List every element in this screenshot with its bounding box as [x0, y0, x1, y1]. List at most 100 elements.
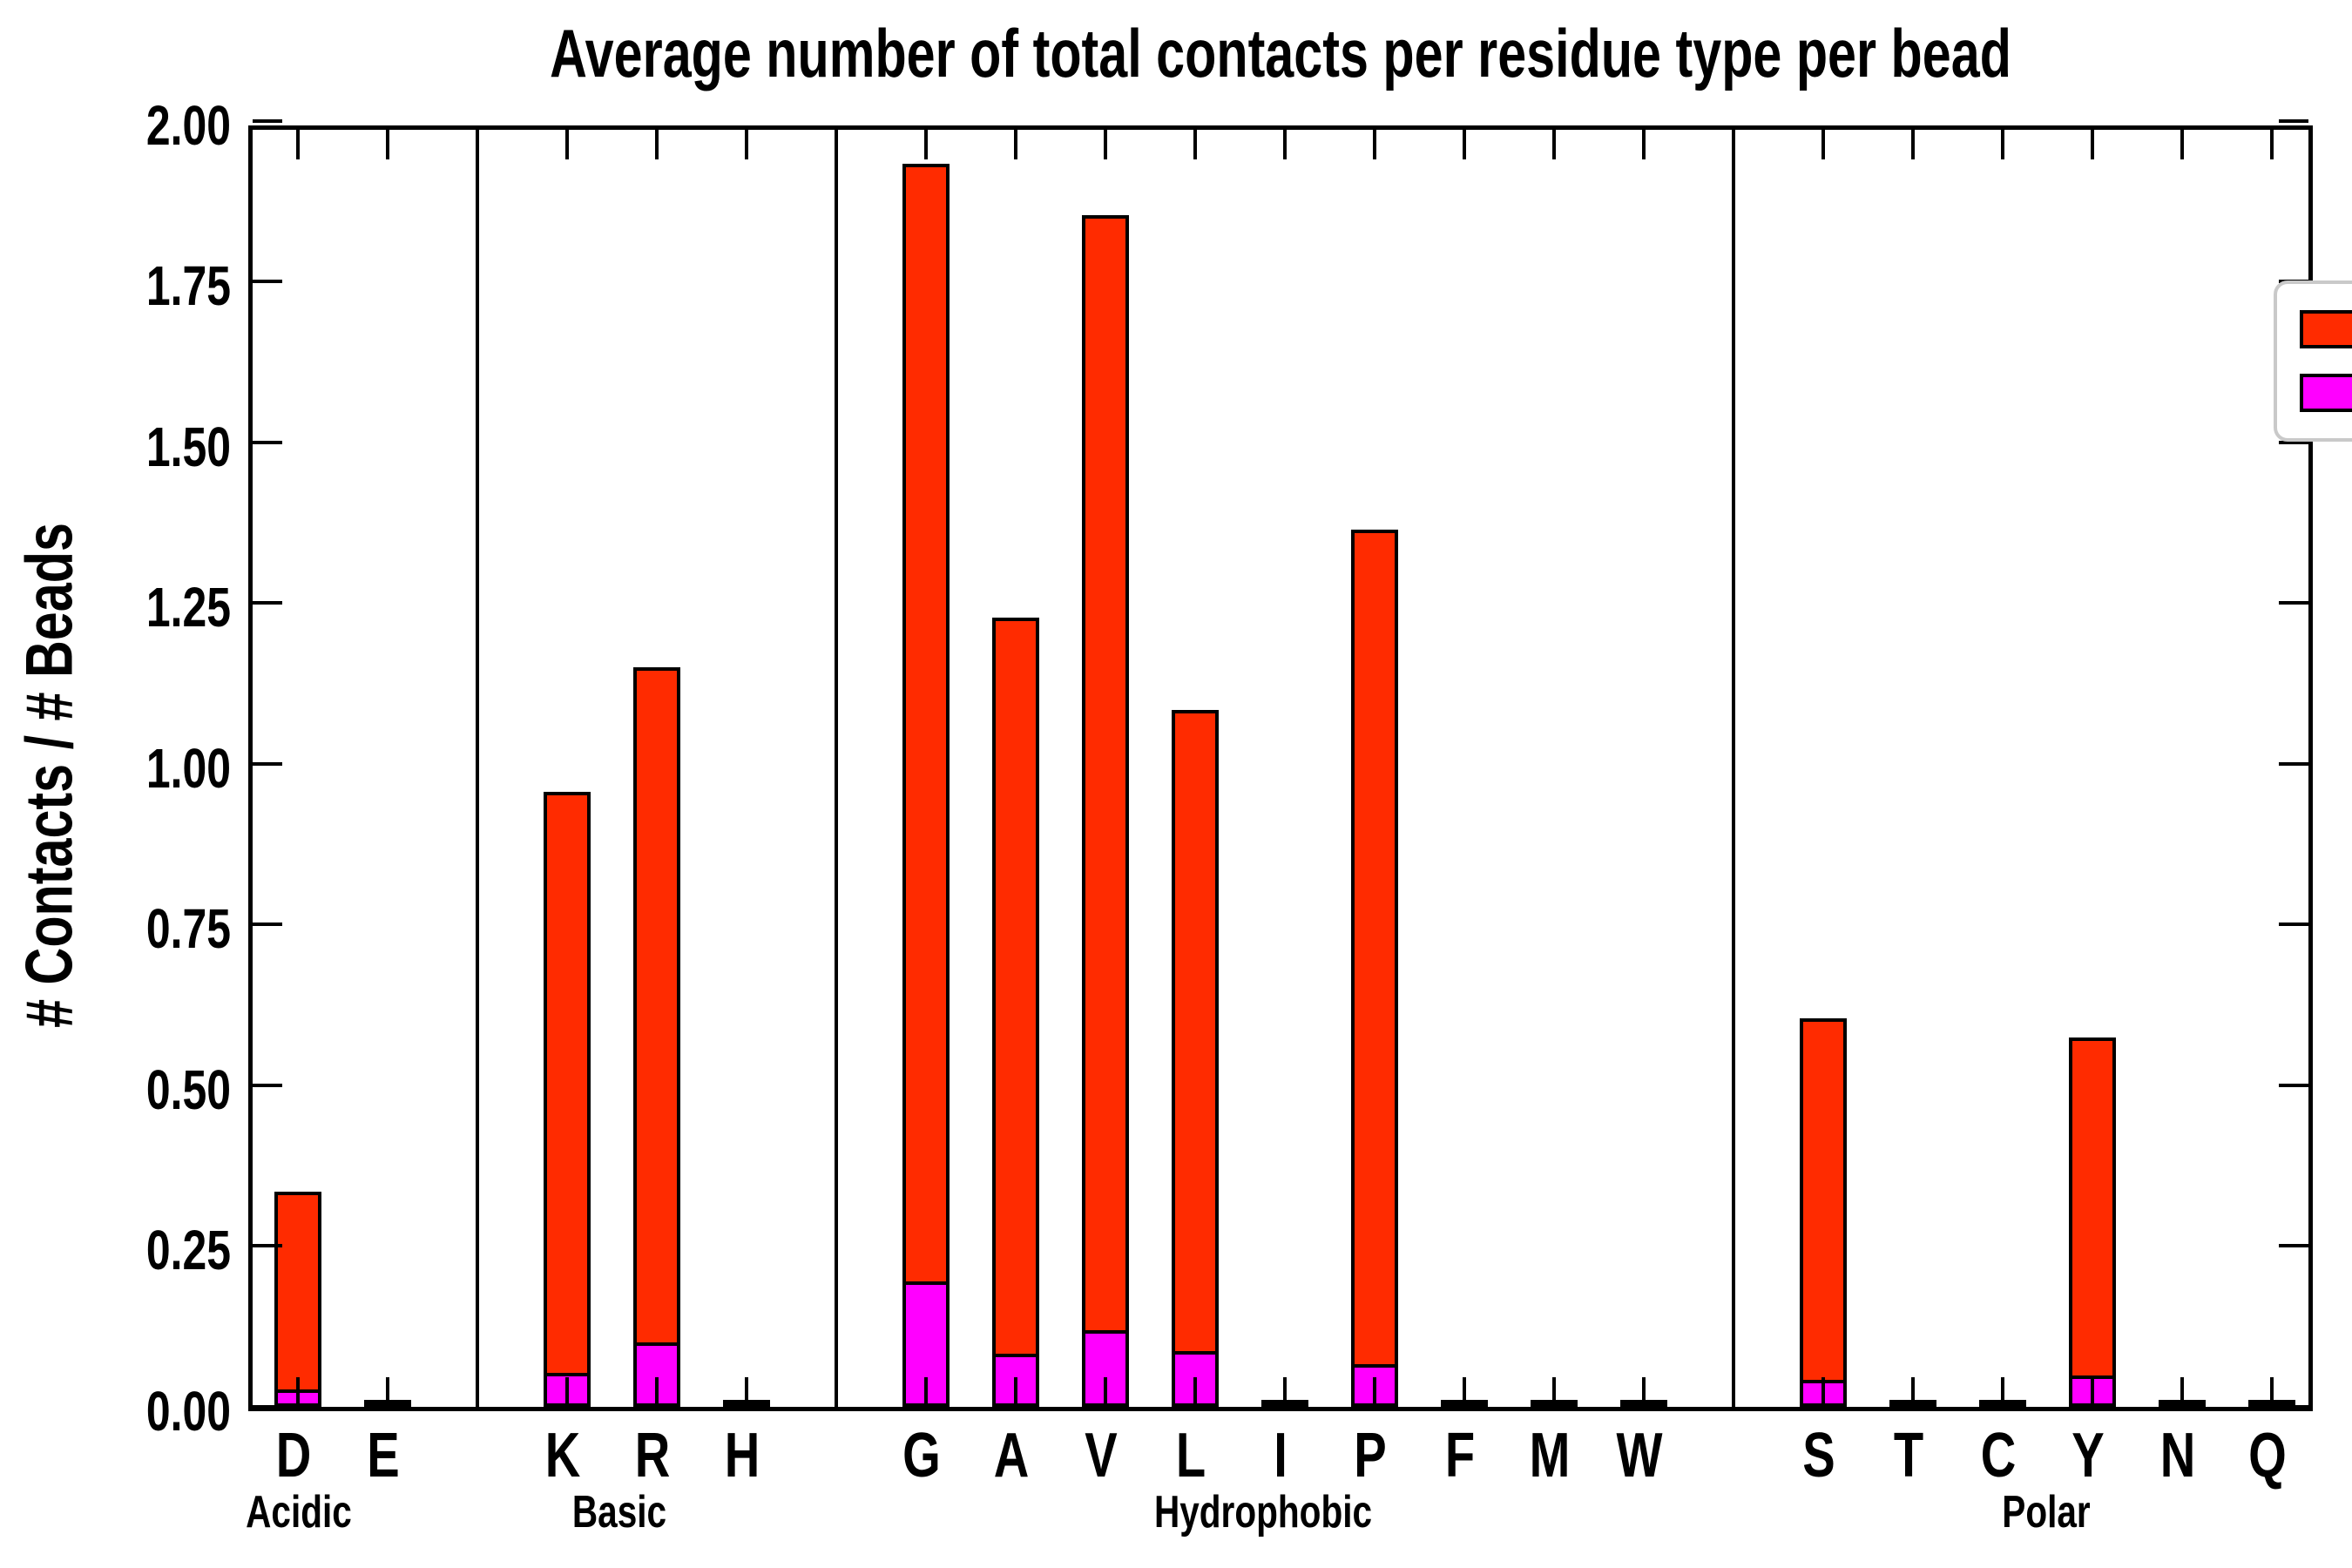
- x-tick-top-K: [565, 130, 569, 159]
- x-tick-label-N: N: [2159, 1421, 2196, 1490]
- bar-A: [992, 618, 1039, 1407]
- x-tick-bottom-P: [1373, 1377, 1376, 1407]
- y-tick-label-2.00: 2.00: [145, 94, 231, 157]
- x-tick-top-Y: [2091, 130, 2094, 159]
- legend-item-pope: POPE: [2300, 369, 2352, 416]
- bar-K: [544, 792, 591, 1407]
- y-tick-right-0.75: [2279, 923, 2308, 926]
- y-tick-left-2.00: [253, 119, 282, 123]
- y-tick-label-0.50: 0.50: [145, 1058, 231, 1121]
- x-tick-label-A: A: [993, 1421, 1030, 1490]
- bar-Y: [2069, 1037, 2116, 1407]
- bar-S: [1800, 1018, 1847, 1407]
- y-tick-left-0.75: [253, 923, 282, 926]
- x-tick-label-R: R: [634, 1421, 671, 1490]
- x-tick-label-S: S: [1802, 1421, 1835, 1490]
- x-tick-bottom-L: [1193, 1377, 1197, 1407]
- x-tick-label-D: D: [275, 1421, 312, 1490]
- x-tick-top-S: [1821, 130, 1825, 159]
- y-tick-left-1.00: [253, 762, 282, 766]
- x-tick-label-G: G: [902, 1421, 941, 1490]
- bar-G: [902, 164, 950, 1407]
- group-label-basic: Basic: [571, 1487, 667, 1538]
- x-tick-bottom-M: [1552, 1377, 1556, 1407]
- y-tick-right-0.50: [2279, 1084, 2308, 1087]
- x-tick-bottom-E: [386, 1377, 389, 1407]
- x-tick-top-P: [1373, 130, 1376, 159]
- x-tick-bottom-W: [1642, 1377, 1646, 1407]
- x-tick-top-M: [1552, 130, 1556, 159]
- x-tick-top-W: [1642, 130, 1646, 159]
- x-tick-top-V: [1104, 130, 1107, 159]
- y-tick-label-0.00: 0.00: [145, 1380, 231, 1443]
- x-tick-top-I: [1283, 130, 1287, 159]
- x-tick-bottom-T: [1911, 1377, 1915, 1407]
- group-separator-3: [1732, 130, 1735, 1407]
- x-tick-label-Y: Y: [2072, 1421, 2105, 1490]
- y-tick-left-1.50: [253, 441, 282, 444]
- y-tick-left-1.25: [253, 601, 282, 605]
- x-tick-top-F: [1463, 130, 1466, 159]
- group-label-acidic: Acidic: [246, 1487, 352, 1538]
- bar-V: [1082, 215, 1129, 1407]
- x-tick-label-C: C: [1980, 1421, 2017, 1490]
- legend-swatch-pope-icon: [2300, 374, 2352, 412]
- y-tick-left-1.75: [253, 280, 282, 283]
- y-tick-label-1.75: 1.75: [145, 254, 231, 317]
- x-tick-bottom-N: [2180, 1377, 2184, 1407]
- y-tick-label-1.25: 1.25: [145, 576, 231, 639]
- x-tick-top-H: [745, 130, 748, 159]
- group-label-polar: Polar: [2002, 1487, 2091, 1538]
- x-tick-bottom-R: [655, 1377, 659, 1407]
- y-tick-left-0.25: [253, 1244, 282, 1247]
- x-tick-bottom-I: [1283, 1377, 1287, 1407]
- x-tick-label-M: M: [1529, 1421, 1571, 1490]
- y-tick-right-2.00: [2279, 119, 2308, 123]
- y-tick-right-1.25: [2279, 601, 2308, 605]
- legend-item-popg: POPG: [2300, 306, 2352, 353]
- y-tick-label-1.00: 1.00: [145, 737, 231, 800]
- group-separator-1: [476, 130, 479, 1407]
- x-tick-top-L: [1193, 130, 1197, 159]
- x-tick-bottom-C: [2001, 1377, 2004, 1407]
- chart-title: Average number of total contacts per res…: [550, 15, 2011, 91]
- x-tick-top-R: [655, 130, 659, 159]
- x-tick-top-A: [1014, 130, 1017, 159]
- x-tick-bottom-K: [565, 1377, 569, 1407]
- x-tick-label-E: E: [367, 1421, 400, 1490]
- x-tick-top-E: [386, 130, 389, 159]
- x-tick-bottom-Y: [2091, 1377, 2094, 1407]
- x-tick-label-F: F: [1444, 1421, 1476, 1490]
- y-tick-left-0.00: [253, 1405, 282, 1409]
- x-tick-bottom-D: [296, 1377, 300, 1407]
- x-tick-bottom-G: [924, 1377, 928, 1407]
- x-tick-label-V: V: [1085, 1421, 1118, 1490]
- y-tick-right-0.25: [2279, 1244, 2308, 1247]
- y-tick-label-0.75: 0.75: [145, 897, 231, 960]
- y-tick-right-0.00: [2279, 1405, 2308, 1409]
- x-tick-label-Q: Q: [2248, 1421, 2287, 1490]
- x-tick-bottom-Q: [2270, 1377, 2274, 1407]
- x-tick-top-Q: [2270, 130, 2274, 159]
- y-axis-label: # Contacts / # Beads: [12, 523, 87, 1028]
- x-tick-label-P: P: [1354, 1421, 1387, 1490]
- x-tick-label-K: K: [544, 1421, 581, 1490]
- x-tick-label-L: L: [1175, 1421, 1206, 1490]
- bar-P: [1351, 530, 1398, 1407]
- x-tick-top-C: [2001, 130, 2004, 159]
- x-tick-bottom-S: [1821, 1377, 1825, 1407]
- x-tick-top-D: [296, 130, 300, 159]
- x-tick-bottom-V: [1104, 1377, 1107, 1407]
- y-tick-right-1.00: [2279, 762, 2308, 766]
- y-tick-right-1.50: [2279, 441, 2308, 444]
- x-tick-label-T: T: [1893, 1421, 1924, 1490]
- x-tick-top-T: [1911, 130, 1915, 159]
- y-tick-label-0.25: 0.25: [145, 1219, 231, 1281]
- plot-area: POPG POPE: [248, 119, 2352, 1411]
- group-separator-2: [835, 130, 838, 1407]
- group-label-hydrophobic: Hydrophobic: [1153, 1487, 1373, 1538]
- legend: POPG POPE: [2274, 280, 2352, 442]
- bar-L: [1172, 710, 1219, 1407]
- x-tick-bottom-A: [1014, 1377, 1017, 1407]
